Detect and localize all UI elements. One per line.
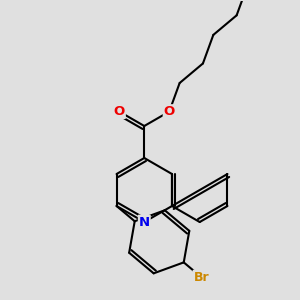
Text: O: O xyxy=(164,105,175,118)
Text: O: O xyxy=(114,105,125,118)
Text: Br: Br xyxy=(194,271,209,284)
Text: N: N xyxy=(139,215,150,229)
